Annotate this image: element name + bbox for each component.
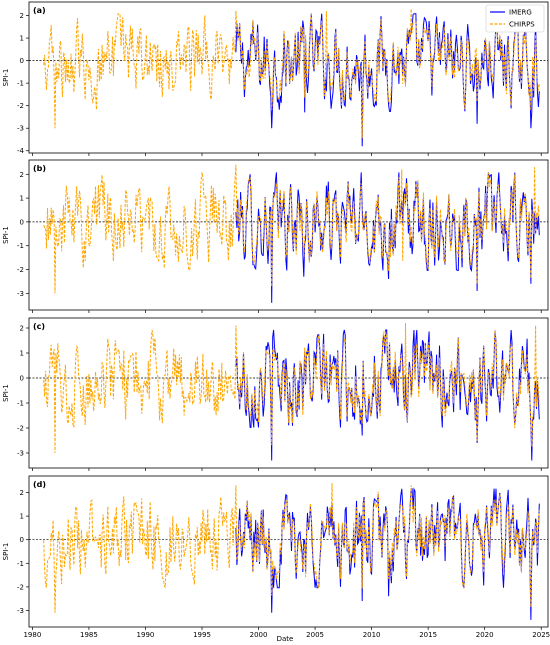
panel-label: (c) bbox=[33, 322, 45, 331]
y-tick-label: -1 bbox=[17, 560, 24, 568]
panel-c: -3 -2 -1 0 1 2 SPI-1 (c) bbox=[2, 317, 549, 471]
y-tick-label: 2 bbox=[20, 489, 24, 497]
y-tick-label: 0 bbox=[20, 218, 24, 226]
y-axis-label: SPI-1 bbox=[2, 384, 10, 402]
panel-label: (a) bbox=[33, 6, 46, 15]
y-tick-label: -3 bbox=[17, 450, 24, 458]
x-tick-label: 1990 bbox=[137, 631, 155, 639]
x-tick-label: 2025 bbox=[532, 631, 550, 639]
x-axis: 1980 1985 1990 1995 2000 2005 2010 2015 2020 2025… bbox=[23, 631, 550, 643]
panels-group: -4 -3 -2 -1 0 1 2 SPI-1 (a) IMERG CHIRPS -3 -2 -1 0 1 2 S… bbox=[2, 1, 549, 630]
panel-frame bbox=[28, 317, 549, 469]
y-tick-label: -2 bbox=[17, 583, 24, 591]
y-tick-label: 1 bbox=[20, 350, 24, 358]
y-tick-label: -3 bbox=[17, 125, 24, 133]
chirps-series-line bbox=[43, 483, 540, 613]
y-tick-label: -4 bbox=[17, 147, 25, 155]
imerg-series-line bbox=[235, 329, 540, 461]
x-tick-group: 1980 1985 1990 1995 2000 2005 2010 2015 2020 2025 bbox=[23, 631, 550, 639]
x-tick-label: 2010 bbox=[363, 631, 381, 639]
x-tick-label: 2015 bbox=[419, 631, 437, 639]
plot-area bbox=[29, 322, 548, 461]
plot-area bbox=[29, 8, 548, 147]
x-tick-label: 1980 bbox=[23, 631, 41, 639]
x-tick-label: 1985 bbox=[80, 631, 98, 639]
panel-frame bbox=[28, 475, 549, 628]
y-tick-label: -1 bbox=[17, 80, 24, 88]
imerg-series-line bbox=[235, 172, 540, 303]
x-tick-label: 2005 bbox=[306, 631, 324, 639]
y-tick-label: 1 bbox=[20, 513, 24, 521]
y-tick-label: 2 bbox=[20, 171, 24, 179]
panel-label: (b) bbox=[33, 164, 46, 173]
y-axis-label: SPI-1 bbox=[2, 543, 10, 561]
panel-label: (d) bbox=[33, 480, 46, 489]
chirps-series-line bbox=[43, 322, 540, 454]
panel-a: -4 -3 -2 -1 0 1 2 SPI-1 (a) IMERG CHIRPS bbox=[2, 1, 549, 156]
legend: IMERG CHIRPS bbox=[485, 4, 545, 33]
y-tick-label: -2 bbox=[17, 425, 24, 433]
panel-frame bbox=[28, 1, 549, 154]
y-axis-label: SPI-1 bbox=[2, 226, 10, 244]
y-tick-label: -1 bbox=[17, 400, 24, 408]
chirps-series-line bbox=[43, 8, 540, 139]
x-tick-label: 2000 bbox=[250, 631, 268, 639]
y-tick-label: 2 bbox=[20, 325, 24, 333]
y-tick-label: -2 bbox=[17, 102, 24, 110]
y-tick-label: 2 bbox=[20, 12, 24, 20]
panel-frame bbox=[28, 159, 549, 311]
y-axis-label: SPI-1 bbox=[2, 69, 10, 87]
x-axis-label: Date bbox=[277, 635, 294, 643]
y-tick-label: 0 bbox=[20, 57, 24, 65]
legend-imerg-label: IMERG bbox=[509, 9, 532, 17]
plot-area bbox=[29, 164, 548, 303]
plot-area bbox=[29, 483, 548, 620]
x-tick-label: 1995 bbox=[193, 631, 211, 639]
legend-chirps-label: CHIRPS bbox=[509, 21, 535, 29]
panel-b: -3 -2 -1 0 1 2 SPI-1 (b) bbox=[2, 159, 549, 313]
y-tick-label: -2 bbox=[17, 266, 24, 274]
x-tick-label: 2020 bbox=[476, 631, 494, 639]
y-tick-label: -3 bbox=[17, 607, 24, 615]
y-tick-label: 1 bbox=[20, 35, 24, 43]
chirps-series-line bbox=[43, 164, 540, 294]
y-tick-label: 1 bbox=[20, 195, 24, 203]
y-tick-label: -1 bbox=[17, 242, 24, 250]
y-tick-label: 0 bbox=[20, 375, 24, 383]
y-tick-label: -3 bbox=[17, 290, 24, 298]
imerg-series-line bbox=[235, 13, 540, 147]
y-tick-label: 0 bbox=[20, 536, 24, 544]
panel-d: -3 -2 -1 0 1 2 SPI-1 (d) bbox=[2, 475, 549, 630]
